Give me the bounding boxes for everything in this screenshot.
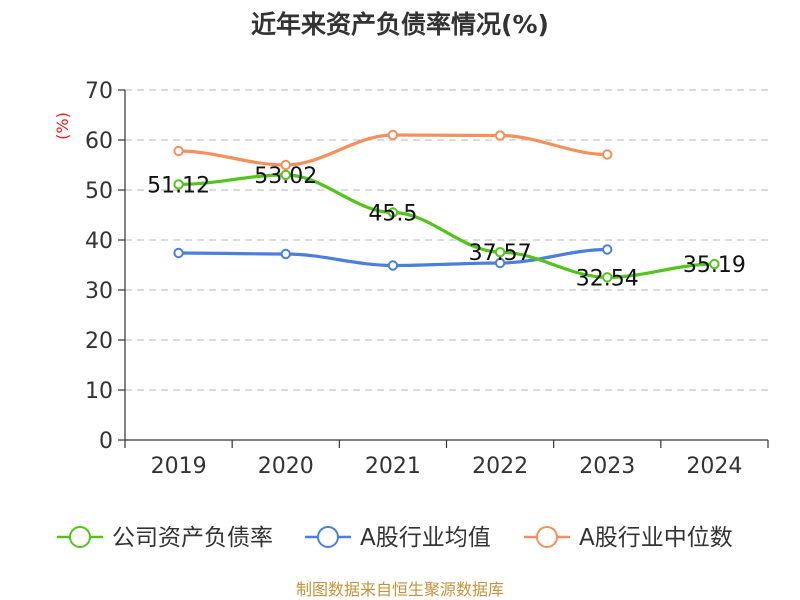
data-point (280, 159, 291, 171)
data-point (494, 246, 506, 258)
data-label: 32.54 (576, 266, 639, 291)
data-label: 53.02 (254, 164, 317, 189)
y-axis-label: (%) (53, 112, 72, 140)
y-tick-label: 0 (99, 429, 113, 454)
data-point (387, 260, 399, 271)
series-0 (173, 169, 720, 283)
y-tick-label: 60 (85, 129, 113, 154)
legend-item[interactable]: A股行业均值 (305, 525, 491, 551)
data-label: 35.19 (683, 253, 746, 278)
data-point (602, 272, 613, 283)
x-tick-label: 2020 (258, 454, 314, 479)
legend-marker (69, 526, 91, 548)
data-label: 45.5 (368, 202, 417, 227)
source-note: 制图数据来自恒生聚源数据库 (296, 580, 504, 599)
data-label: 51.12 (147, 173, 210, 198)
y-tick-label: 30 (85, 279, 113, 304)
data-point (387, 207, 399, 218)
data-point (387, 129, 399, 141)
legend-label: A股行业中位数 (579, 525, 733, 551)
y-tick-label: 40 (85, 229, 113, 254)
data-point (173, 247, 184, 259)
data-labels: 51.12 53.02 45.5 37.57 32.54 35.19 (147, 164, 746, 291)
series-1 (173, 244, 613, 271)
chart-title: 近年来资产负债率情况(%) (251, 10, 549, 39)
data-point (494, 130, 506, 141)
data-point (280, 248, 291, 260)
x-tick-label: 2023 (579, 454, 635, 479)
series-lines (173, 129, 720, 283)
x-tick-label: 2024 (686, 454, 742, 479)
data-label: 37.57 (469, 241, 532, 266)
data-point (494, 257, 506, 269)
x-tick-label: 2022 (472, 454, 528, 479)
data-point (602, 244, 613, 255)
axes (118, 89, 769, 448)
series-2 (173, 129, 613, 171)
y-tick-label: 10 (85, 379, 113, 404)
y-tick-label: 20 (85, 329, 113, 354)
y-tick-label: 70 (85, 79, 113, 104)
data-point (709, 258, 720, 270)
data-point (173, 145, 184, 157)
data-point (602, 149, 613, 160)
data-point (173, 179, 184, 190)
legend-item[interactable]: 公司资产负债率 (57, 525, 273, 551)
legend[interactable]: 公司资产负债率 A股行业均值 A股行业中位数 (57, 525, 733, 551)
y-tick-label: 50 (85, 179, 113, 204)
x-tick-label: 2021 (365, 454, 421, 479)
legend-marker (317, 526, 339, 548)
y-tick-labels: 0 10 20 30 40 50 60 70 (85, 79, 113, 454)
legend-marker (536, 526, 558, 548)
x-tick-label: 2019 (151, 454, 207, 479)
legend-label: 公司资产负债率 (112, 525, 273, 551)
x-tick-labels: 2019 2020 2021 2022 2023 2024 (151, 454, 743, 479)
legend-label: A股行业均值 (360, 525, 491, 551)
series-line (178, 173, 715, 279)
legend-item[interactable]: A股行业中位数 (524, 525, 733, 551)
data-point (280, 169, 291, 181)
